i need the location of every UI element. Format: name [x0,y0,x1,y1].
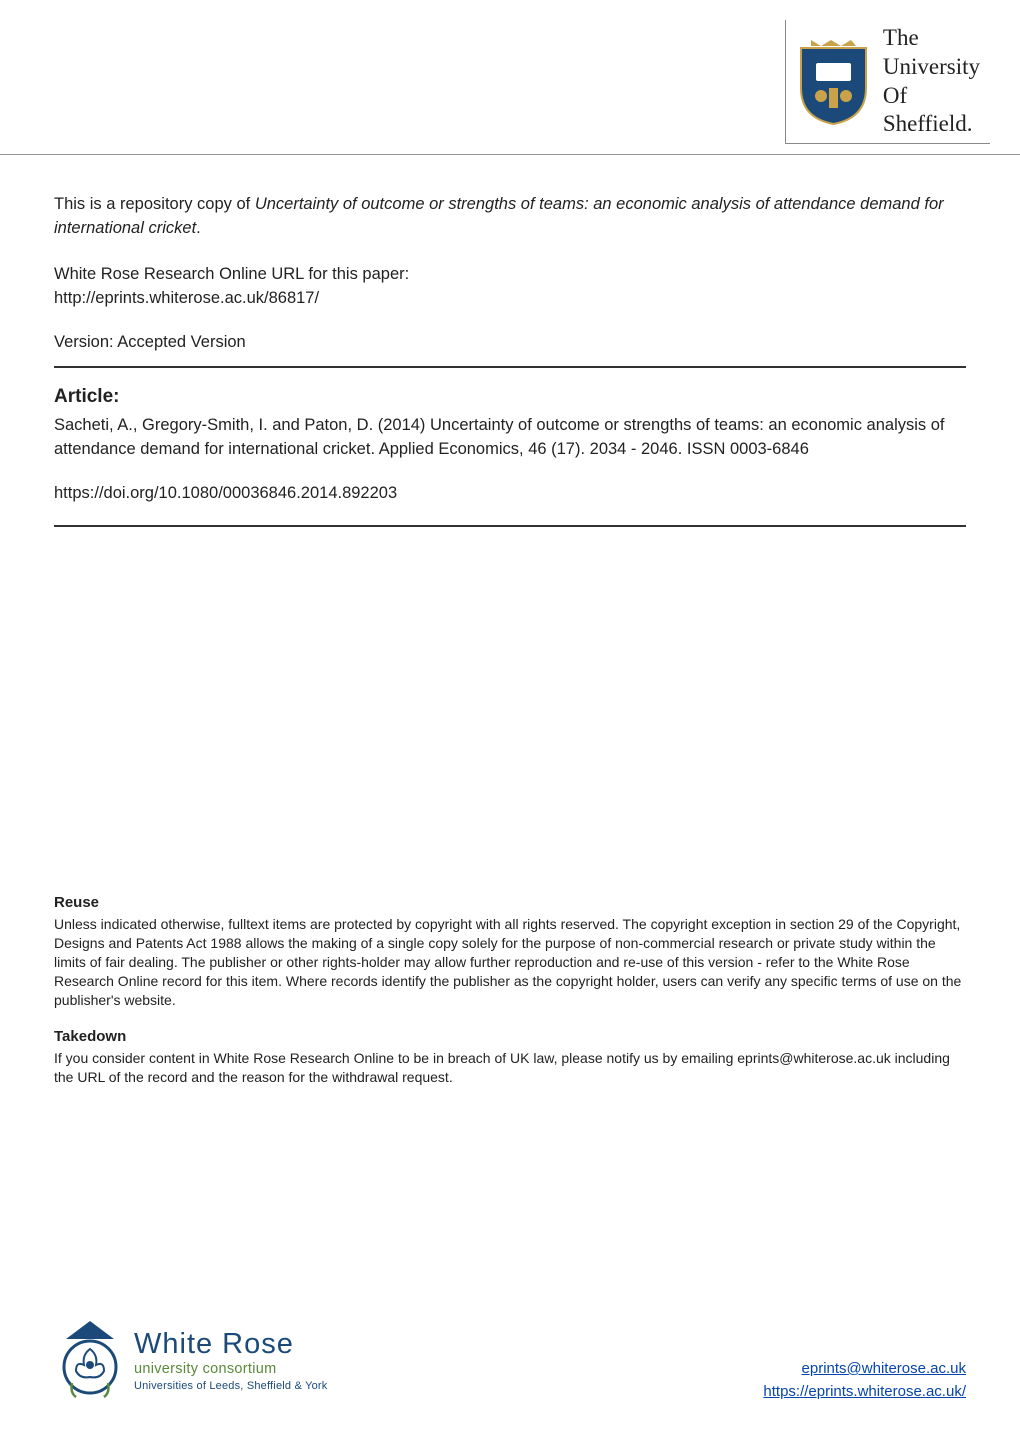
white-rose-subtitle: university consortium [134,1359,327,1379]
section-rule-2 [54,525,966,527]
reuse-text: Unless indicated otherwise, fulltext ite… [54,915,966,1009]
uni-line-2: University [883,53,980,82]
doi-link: https://doi.org/10.1080/00036846.2014.89… [54,484,966,503]
intro-paragraph: This is a repository copy of Uncertainty… [54,193,966,241]
article-heading: Article: [54,386,966,408]
vertical-spacer [54,545,966,895]
url-value: http://eprints.whiterose.ac.uk/86817/ [54,287,966,311]
section-rule-1 [54,366,966,368]
takedown-text: If you consider content in White Rose Re… [54,1049,966,1087]
white-rose-universities: Universities of Leeds, Sheffield & York [134,1380,327,1392]
rose-icon [54,1319,126,1403]
uni-line-3: Of [883,82,980,111]
intro-suffix: . [196,219,201,237]
footer-links: eprints@whiterose.ac.uk https://eprints.… [763,1358,966,1403]
intro-prefix: This is a repository copy of [54,195,255,213]
university-logo-box: The University Of Sheffield. [785,20,990,144]
citation-text: Sacheti, A., Gregory-Smith, I. and Paton… [54,414,966,462]
main-content: This is a repository copy of Uncertainty… [0,155,1020,1309]
sheffield-crest-icon [796,38,871,126]
footer-site-link[interactable]: https://eprints.whiterose.ac.uk/ [763,1383,966,1400]
uni-line-4: Sheffield. [883,110,980,139]
university-name: The University Of Sheffield. [883,24,980,139]
footer: White Rose university consortium Univers… [0,1309,1020,1443]
version-text: Version: Accepted Version [54,333,966,352]
white-rose-logo: White Rose university consortium Univers… [54,1319,327,1403]
footer-email-link[interactable]: eprints@whiterose.ac.uk [802,1360,966,1377]
white-rose-title: White Rose [134,1330,327,1359]
reuse-heading: Reuse [54,894,966,911]
white-rose-text: White Rose university consortium Univers… [134,1330,327,1391]
takedown-heading: Takedown [54,1028,966,1045]
header-logo-section: The University Of Sheffield. [0,0,1020,155]
mid-block: Reuse Unless indicated otherwise, fullte… [54,545,966,1105]
uni-line-1: The [883,24,980,53]
url-label: White Rose Research Online URL for this … [54,263,966,287]
